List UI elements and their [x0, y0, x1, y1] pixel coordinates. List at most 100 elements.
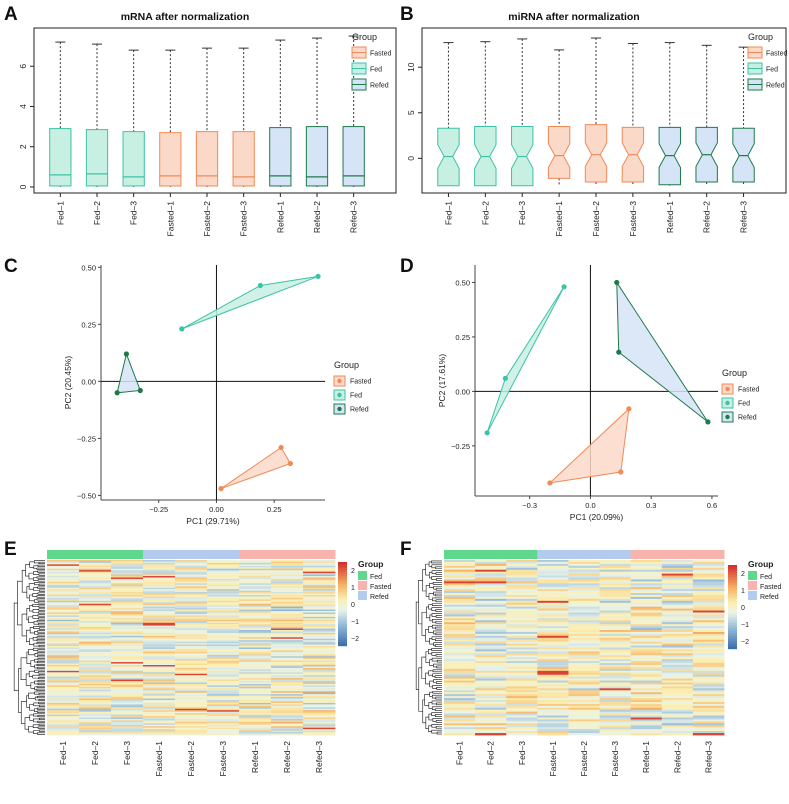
heatmap-cell — [47, 630, 80, 632]
heatmap-cell — [303, 586, 336, 589]
colorbar-segment — [338, 568, 347, 571]
y-axis-label: PC2 (17.61%) — [437, 354, 447, 408]
heatmap-cell — [303, 632, 336, 635]
heatmap-cell — [444, 717, 476, 720]
heatmap-cell — [692, 690, 725, 693]
dendrogram-branch — [435, 696, 442, 700]
heatmap-cell — [207, 720, 240, 723]
heatmap-cell — [143, 689, 176, 692]
heatmap-cell — [175, 625, 208, 628]
heatmap-cell — [444, 649, 476, 652]
heatmap-cell — [568, 633, 600, 637]
hull-fasted — [220, 446, 292, 490]
heatmap-cell — [506, 721, 538, 724]
panel-label-a: A — [4, 4, 18, 25]
heatmap-cell — [175, 721, 208, 724]
heatmap-cell — [175, 644, 208, 647]
colorbar-segment — [338, 624, 347, 627]
heatmap-cell — [506, 579, 538, 582]
column-annotation-bar — [444, 550, 476, 559]
heatmap-cell — [692, 661, 725, 664]
heatmap-cell — [207, 729, 240, 732]
heatmap-cell — [271, 678, 304, 680]
legend-label: Fasted — [738, 387, 760, 394]
x-tick-label: 0.25 — [267, 505, 282, 514]
heatmap-cell — [537, 649, 569, 652]
heatmap-cell — [47, 653, 80, 656]
dendrogram-branch — [435, 720, 442, 723]
heatmap-cell — [692, 668, 725, 672]
dendrogram-branch — [38, 693, 45, 696]
heatmap-cell — [568, 719, 600, 722]
heatmap-cell — [47, 670, 80, 673]
heatmap-cell — [568, 731, 600, 734]
heatmap-cell — [79, 713, 112, 715]
heatmap-cell — [271, 694, 304, 697]
heatmap-cell — [239, 578, 272, 581]
dendrogram-branch — [26, 651, 31, 664]
heatmap-cell — [111, 730, 144, 733]
heatmap-cell — [79, 609, 112, 612]
colorbar-segment — [338, 616, 347, 619]
heatmap-cell — [47, 697, 80, 699]
heatmap-cell — [692, 703, 725, 707]
heatmap-cell — [111, 647, 144, 650]
heatmap-cell — [239, 688, 272, 691]
colorbar-tick-label: −1 — [351, 619, 359, 626]
heatmap-cell — [568, 620, 600, 623]
heatmap-cell — [661, 715, 694, 718]
heatmap-cell — [271, 647, 304, 650]
heatmap-cell — [111, 718, 144, 721]
heatmap-cell — [207, 635, 240, 638]
heatmap-cell — [568, 729, 600, 732]
heatmap-cell — [692, 717, 725, 720]
heatmap-cell — [175, 593, 208, 596]
heatmap-cell — [207, 688, 240, 691]
heatmap-cell — [239, 561, 272, 564]
heatmap-cell — [661, 678, 694, 681]
heatmap-cell — [47, 662, 80, 664]
heatmap-cell — [537, 624, 569, 627]
heatmap-cell — [303, 560, 336, 562]
heatmap-cell — [630, 587, 663, 590]
heatmap-cell — [207, 657, 240, 660]
heatmap-cell — [143, 713, 176, 715]
heatmap-cell — [568, 688, 600, 691]
dendrogram-branch — [36, 576, 45, 579]
heatmap-cell — [475, 668, 507, 672]
heatmap-cell — [79, 676, 112, 679]
heatmap-cell — [599, 707, 632, 711]
heatmap-cell — [239, 613, 272, 616]
x-tick-label: Fasted–3 — [239, 201, 249, 237]
dendrogram-branch — [38, 573, 45, 576]
heatmap-cell — [111, 644, 144, 647]
heatmap-cell — [207, 694, 240, 697]
heatmap-cell — [506, 717, 538, 720]
heatmap-cell — [661, 686, 694, 689]
heatmap-cell — [568, 709, 600, 713]
heatmap-cell — [47, 673, 80, 676]
heatmap-cell — [630, 659, 663, 662]
heatmap-cell — [475, 711, 507, 715]
heatmap-cell — [303, 678, 336, 680]
panel-label-c: C — [4, 256, 18, 277]
heatmap-cell — [475, 653, 507, 656]
heatmap-cell — [271, 686, 304, 689]
column-annotation-bar — [143, 550, 176, 559]
dendrogram-branch — [36, 707, 45, 710]
heatmap-cell — [111, 720, 144, 723]
heatmap-cell — [79, 600, 112, 603]
dendrogram-branch — [37, 564, 45, 567]
heatmap-cell — [537, 635, 569, 639]
heatmap-cell — [599, 587, 632, 590]
dendrogram-branch — [34, 669, 45, 673]
dendrogram-branch — [435, 587, 442, 591]
heatmap-cell — [111, 638, 144, 641]
heatmap-cell — [79, 701, 112, 704]
heatmap-cell — [111, 640, 144, 643]
heatmap-cell — [207, 692, 240, 695]
heatmap-cell — [303, 729, 336, 732]
heatmap-cell — [599, 733, 632, 736]
heatmap-cell — [444, 602, 476, 606]
dendrogram-branch — [34, 680, 38, 685]
